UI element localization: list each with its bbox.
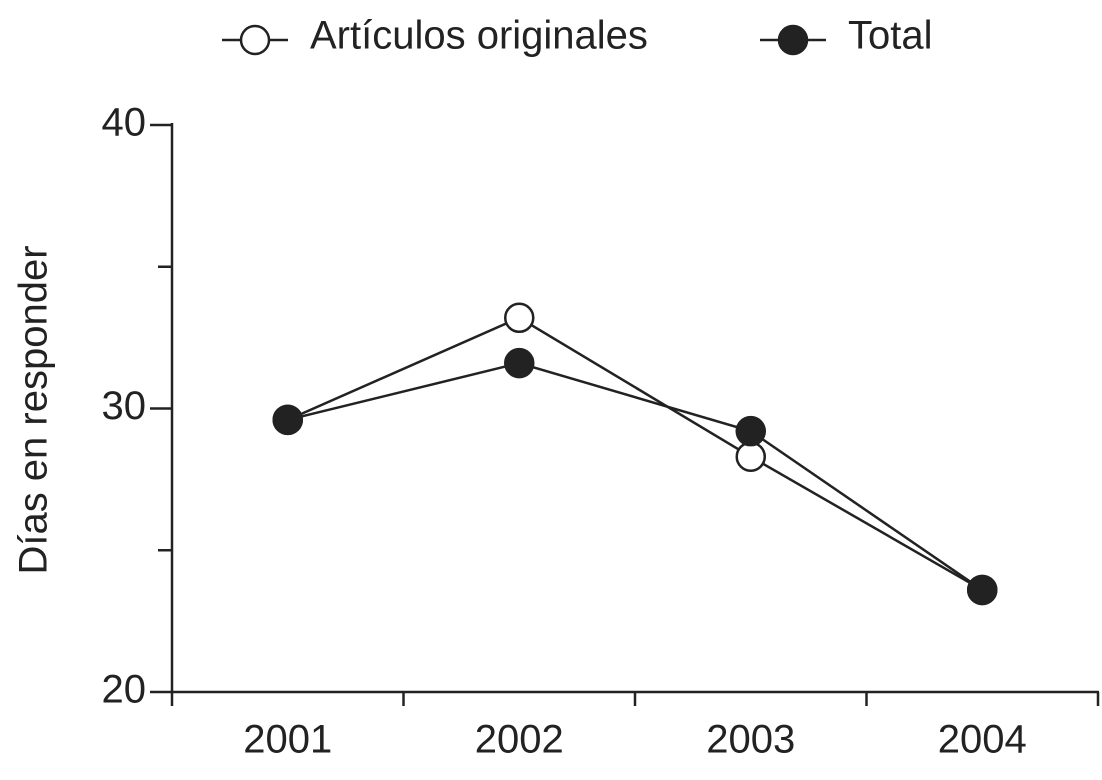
series-line — [287, 316, 983, 592]
x-tick-label: 2001 — [243, 718, 332, 762]
y-tick-label: 30 — [102, 384, 147, 428]
point — [504, 302, 535, 334]
point — [504, 347, 535, 379]
legend-marker — [777, 24, 809, 56]
legend-label: Artículos originales — [310, 14, 648, 58]
legend-marker — [239, 24, 271, 56]
y-tick-label: 40 — [102, 101, 147, 145]
point — [967, 574, 998, 606]
x-tick-label: 2004 — [938, 718, 1027, 762]
y-tick-label: 20 — [102, 668, 147, 712]
point — [735, 441, 766, 472]
x-tick-label: 2002 — [475, 718, 564, 762]
point — [735, 415, 766, 447]
point — [272, 404, 303, 436]
legend-label: Total — [848, 14, 933, 58]
y-axis-label: Días en responder — [12, 245, 56, 574]
series-line — [287, 361, 983, 591]
x-tick-label: 2003 — [706, 718, 795, 762]
